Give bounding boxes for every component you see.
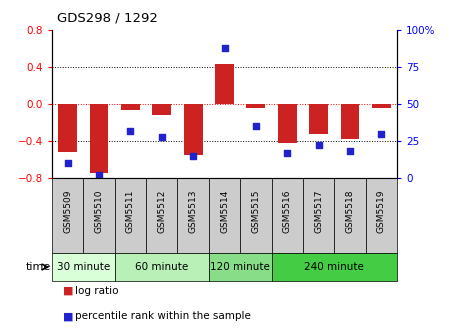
Point	[378, 131, 385, 136]
Text: 60 minute: 60 minute	[135, 262, 189, 272]
Bar	[340, 104, 359, 139]
Point	[315, 143, 322, 148]
Bar	[272, 253, 397, 281]
Text: percentile rank within the sample: percentile rank within the sample	[75, 311, 251, 321]
Bar	[272, 178, 303, 253]
Text: GSM5513: GSM5513	[189, 189, 198, 233]
Text: 240 minute: 240 minute	[304, 262, 364, 272]
Bar	[115, 178, 146, 253]
Bar	[309, 104, 328, 134]
Text: ■: ■	[63, 311, 74, 321]
Bar	[146, 178, 177, 253]
Bar	[52, 178, 84, 253]
Bar	[115, 253, 209, 281]
Bar	[278, 104, 297, 143]
Point	[252, 124, 260, 129]
Text: GDS298 / 1292: GDS298 / 1292	[57, 12, 158, 25]
Text: GSM5510: GSM5510	[95, 189, 104, 233]
Text: GSM5515: GSM5515	[251, 189, 260, 233]
Bar	[58, 104, 77, 152]
Text: log ratio: log ratio	[75, 286, 119, 296]
Bar	[90, 104, 109, 173]
Text: GSM5519: GSM5519	[377, 189, 386, 233]
Text: GSM5511: GSM5511	[126, 189, 135, 233]
Point	[284, 150, 291, 156]
Point	[221, 45, 228, 50]
Point	[127, 128, 134, 133]
Bar	[247, 104, 265, 108]
Bar	[121, 104, 140, 110]
Text: GSM5512: GSM5512	[157, 189, 166, 233]
Bar	[152, 104, 171, 115]
Bar	[209, 253, 272, 281]
Text: time: time	[26, 262, 51, 272]
Bar	[303, 178, 334, 253]
Bar	[52, 253, 115, 281]
Text: GSM5518: GSM5518	[345, 189, 354, 233]
Point	[96, 172, 103, 178]
Bar	[177, 178, 209, 253]
Text: GSM5516: GSM5516	[283, 189, 292, 233]
Text: ■: ■	[63, 286, 74, 296]
Text: GSM5514: GSM5514	[220, 189, 229, 233]
Bar	[184, 104, 202, 155]
Point	[189, 153, 197, 159]
Text: 120 minute: 120 minute	[210, 262, 270, 272]
Point	[158, 134, 165, 139]
Bar	[209, 178, 240, 253]
Bar	[372, 104, 391, 108]
Bar	[84, 178, 115, 253]
Bar	[240, 178, 272, 253]
Point	[64, 161, 71, 166]
Text: GSM5517: GSM5517	[314, 189, 323, 233]
Bar	[365, 178, 397, 253]
Text: 30 minute: 30 minute	[57, 262, 110, 272]
Bar	[334, 178, 365, 253]
Bar	[215, 64, 234, 104]
Text: GSM5509: GSM5509	[63, 189, 72, 233]
Point	[346, 149, 353, 154]
